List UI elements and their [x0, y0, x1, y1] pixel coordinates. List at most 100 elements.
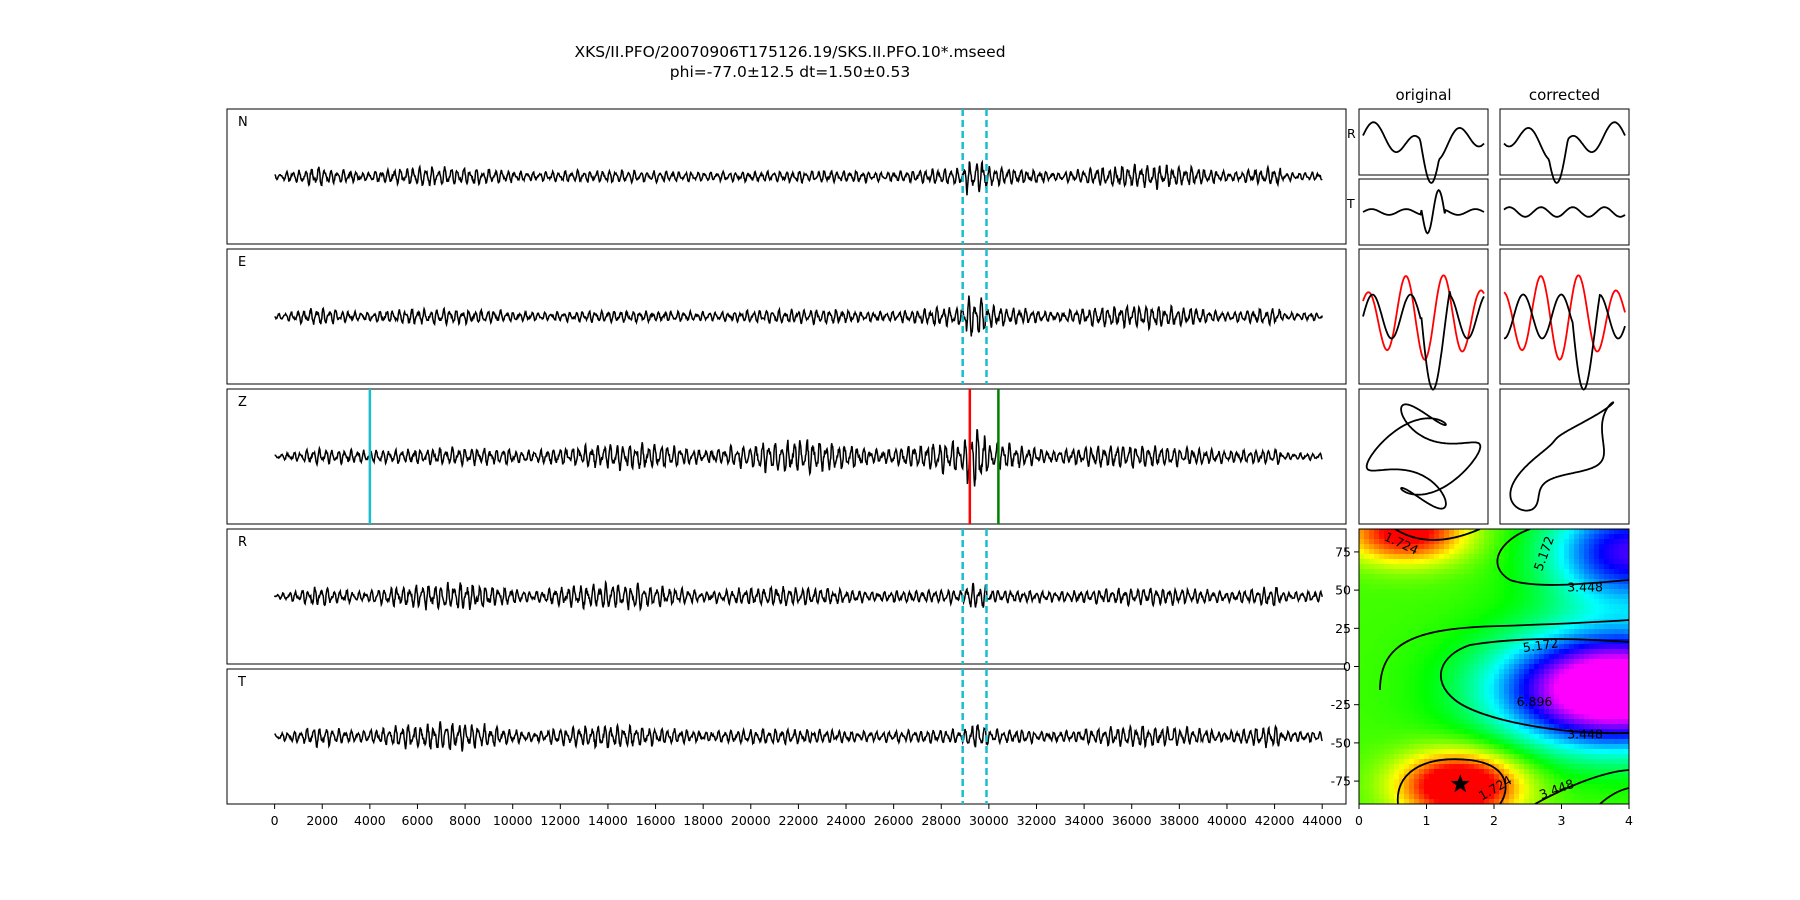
heatmap-cell	[1444, 534, 1450, 540]
heatmap-cell	[1584, 704, 1590, 710]
heatmap-cell	[1529, 674, 1535, 680]
heatmap-cell	[1624, 719, 1629, 725]
heatmap-cell	[1404, 624, 1410, 630]
heatmap-cell	[1579, 744, 1585, 750]
heatmap-cell	[1374, 544, 1380, 550]
heatmap-cell	[1589, 579, 1595, 585]
heatmap-cell	[1374, 764, 1380, 770]
heatmap-cell	[1409, 789, 1415, 795]
heatmap-cell	[1414, 704, 1420, 710]
heatmap-cell	[1589, 534, 1595, 540]
heatmap-cell	[1414, 669, 1420, 675]
heatmap-cell	[1599, 779, 1605, 785]
heatmap-cell	[1429, 539, 1435, 545]
heatmap-cell	[1559, 624, 1565, 630]
heatmap-cell	[1494, 669, 1500, 675]
heatmap-cell	[1434, 799, 1440, 804]
heatmap-cell	[1369, 619, 1375, 625]
heatmap-cell	[1444, 574, 1450, 580]
heatmap-cell	[1619, 679, 1625, 685]
heatmap-cell	[1519, 684, 1525, 690]
heatmap-cell	[1419, 684, 1425, 690]
heatmap-cell	[1499, 539, 1505, 545]
heatmap-cell	[1464, 774, 1470, 780]
heatmap-cell	[1424, 669, 1430, 675]
heatmap-cell	[1469, 559, 1475, 565]
heatmap-cell	[1504, 584, 1510, 590]
heatmap-cell	[1619, 764, 1625, 770]
heatmap-cell	[1434, 634, 1440, 640]
heatmap-cell	[1574, 674, 1580, 680]
heatmap-cell	[1484, 599, 1490, 605]
heatmap-cell	[1439, 694, 1445, 700]
heatmap-cell	[1404, 664, 1410, 670]
heatmap-cell	[1459, 764, 1465, 770]
heatmap-cell	[1499, 744, 1505, 750]
heatmap-cell	[1539, 699, 1545, 705]
heatmap-cell	[1459, 749, 1465, 755]
heatmap-cell	[1379, 754, 1385, 760]
heatmap-cell	[1389, 704, 1395, 710]
heatmap-cell	[1539, 709, 1545, 715]
heatmap-cell	[1484, 734, 1490, 740]
heatmap-cell	[1539, 714, 1545, 720]
heatmap-cell	[1549, 669, 1555, 675]
heatmap-cell	[1399, 679, 1405, 685]
heatmap-cell	[1494, 724, 1500, 730]
heatmap-cell	[1594, 789, 1600, 795]
heatmap-cell	[1394, 759, 1400, 765]
heatmap-cell	[1434, 539, 1440, 545]
heatmap-cell	[1359, 549, 1365, 555]
heatmap-cell	[1509, 569, 1515, 575]
heatmap-cell	[1384, 599, 1390, 605]
heatmap-cell	[1399, 694, 1405, 700]
heatmap-cell	[1484, 674, 1490, 680]
heatmap-cell	[1419, 554, 1425, 560]
heatmap-cell	[1469, 539, 1475, 545]
heatmap-cell	[1379, 554, 1385, 560]
heatmap-cell	[1604, 649, 1610, 655]
heatmap-cell	[1359, 584, 1365, 590]
heatmap-cell	[1459, 774, 1465, 780]
heatmap-cell	[1409, 569, 1415, 575]
heatmap-cell	[1424, 729, 1430, 735]
heatmap-cell	[1589, 614, 1595, 620]
heatmap-cell	[1464, 589, 1470, 595]
heatmap-cell	[1569, 549, 1575, 555]
heatmap-cell	[1579, 664, 1585, 670]
heatmap-cell	[1454, 574, 1460, 580]
heatmap-cell	[1414, 699, 1420, 705]
heatmap-cell	[1609, 739, 1615, 745]
heatmap-cell	[1624, 619, 1629, 625]
heatmap-cell	[1584, 694, 1590, 700]
heatmap-cell	[1604, 629, 1610, 635]
heatmap-cell	[1424, 659, 1430, 665]
waveform-panel-n: N	[226, 108, 1347, 245]
heatmap-cell	[1459, 789, 1465, 795]
heatmap-cell	[1379, 774, 1385, 780]
heatmap-cell	[1579, 554, 1585, 560]
heatmap-cell	[1599, 539, 1605, 545]
heatmap-cell	[1529, 799, 1535, 804]
heatmap-cell	[1469, 554, 1475, 560]
x-tick-label: 20000	[731, 813, 771, 828]
heatmap-cell	[1544, 749, 1550, 755]
heatmap-cell	[1564, 654, 1570, 660]
x-tick-label: 12000	[540, 813, 580, 828]
heatmap-cell	[1559, 764, 1565, 770]
heatmap-cell	[1609, 534, 1615, 540]
heatmap-cell	[1399, 674, 1405, 680]
heatmap-cell	[1514, 699, 1520, 705]
heatmap-cell	[1524, 779, 1530, 785]
heatmap-cell	[1604, 589, 1610, 595]
heatmap-cell	[1399, 569, 1405, 575]
heatmap-cell	[1389, 599, 1395, 605]
best-fit-star-marker	[1450, 774, 1470, 793]
heatmap-cell	[1599, 534, 1605, 540]
heatmap-cell	[1364, 649, 1370, 655]
heatmap-cell	[1409, 529, 1415, 535]
heatmap-cell	[1604, 684, 1610, 690]
heatmap-cell	[1414, 559, 1420, 565]
heatmap-cell	[1489, 699, 1495, 705]
heatmap-cell	[1384, 764, 1390, 770]
